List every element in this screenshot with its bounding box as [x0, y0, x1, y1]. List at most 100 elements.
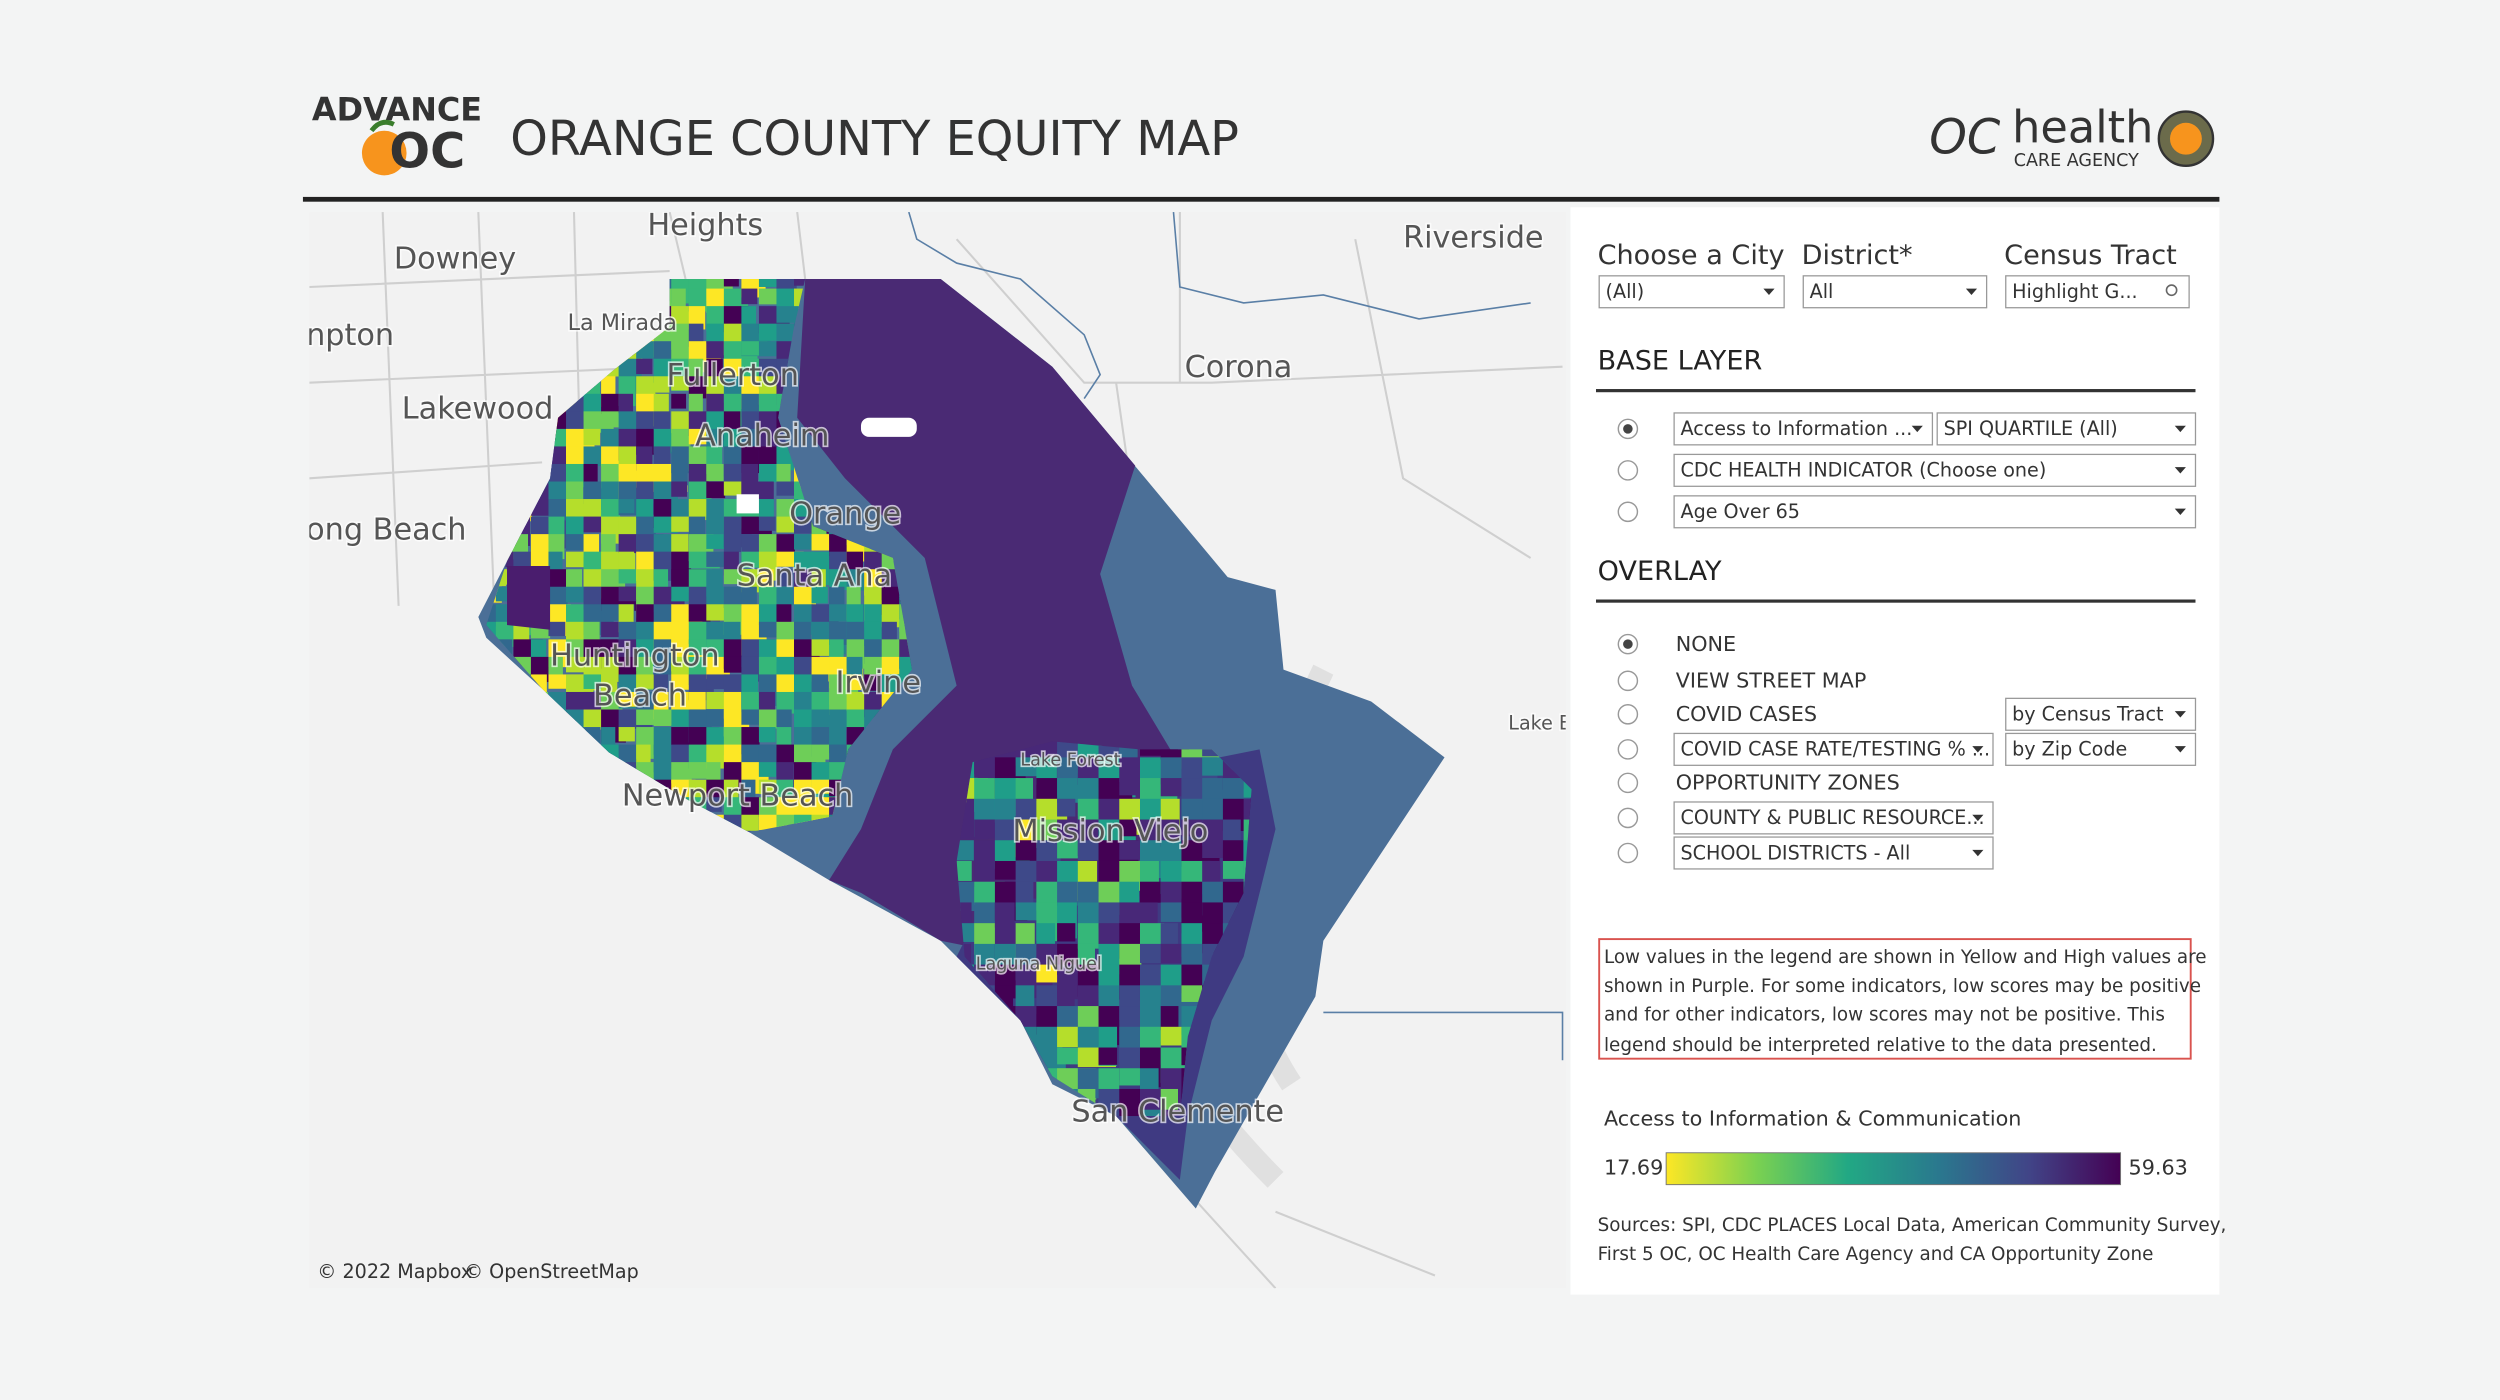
map-label: La Mirada	[568, 310, 677, 336]
radio-button[interactable]	[1617, 418, 1639, 440]
tract	[1077, 840, 1100, 861]
dropdown-box	[2005, 275, 2190, 309]
dropdown-arrow	[1972, 814, 1984, 822]
tract	[671, 428, 691, 452]
tract	[741, 814, 759, 831]
dropdown[interactable]: SPI QUARTILE (All)	[1936, 412, 2197, 446]
tract	[1160, 757, 1183, 785]
tract	[688, 306, 706, 330]
attribution[interactable]: © 2022 Mapbox	[317, 1260, 472, 1283]
section-rule	[1595, 599, 2196, 603]
dropdown-text: COUNTY & PUBLIC RESOURCE...	[1680, 806, 1984, 829]
agency-sub: CARE AGENCY	[2014, 151, 2139, 171]
dropdown-arrow	[1763, 288, 1775, 295]
dropdown[interactable]: Highlight G...	[2005, 275, 2190, 309]
map-label: ong Beach	[306, 512, 466, 547]
dropdown[interactable]: SCHOOL DISTRICTS - All	[1673, 836, 1994, 870]
tract	[1139, 985, 1163, 1008]
tract	[566, 534, 588, 551]
radio-button[interactable]	[1617, 739, 1639, 760]
radio-button[interactable]	[1617, 807, 1639, 829]
tract	[741, 481, 762, 498]
tract	[688, 691, 706, 710]
tract	[974, 860, 996, 887]
tract	[956, 860, 972, 881]
radio-button[interactable]	[1617, 501, 1639, 523]
tract	[741, 306, 757, 328]
map-label: Riverside	[1403, 221, 1544, 256]
dropdown-arrow	[2174, 711, 2186, 718]
tract	[1181, 985, 1203, 1002]
dropdown[interactable]: CDC HEALTH INDICATOR (Choose one)	[1673, 453, 2197, 487]
tract	[653, 376, 670, 393]
map-label: Downey	[394, 241, 516, 276]
tract	[548, 569, 568, 589]
dropdown-text: CDC HEALTH INDICATOR (Choose one)	[1680, 459, 2046, 482]
map-label: Lake Forest	[1020, 751, 1120, 771]
tract	[846, 656, 863, 679]
tract	[1057, 923, 1076, 942]
tract	[794, 279, 812, 286]
dropdown[interactable]: COUNTY & PUBLIC RESOURCE...	[1673, 801, 1994, 835]
orange-icon	[361, 130, 407, 176]
tract	[671, 727, 691, 746]
tract	[1139, 1109, 1165, 1117]
tract	[794, 762, 817, 784]
tract	[688, 762, 712, 779]
tract	[811, 779, 830, 794]
tract	[846, 709, 867, 730]
tract	[706, 411, 727, 434]
radio-button[interactable]	[1617, 670, 1639, 692]
brand-mark: OC	[389, 125, 465, 180]
dropdown[interactable]: by Zip Code	[2005, 732, 2197, 766]
dropdown-text: Highlight G...	[2012, 280, 2137, 303]
tract	[601, 727, 616, 750]
agency-name: health	[2012, 102, 2153, 154]
attribution[interactable]: © OpenStreetMap	[464, 1260, 639, 1283]
tract	[706, 516, 721, 534]
map-label: Fullerton	[666, 358, 798, 393]
tract	[776, 779, 794, 798]
tract	[1139, 1068, 1159, 1095]
dropdown[interactable]: Access to Information ...	[1673, 412, 1934, 446]
dropdown-text: by Zip Code	[2012, 738, 2127, 761]
tract	[618, 551, 635, 571]
dropdown-arrow	[2174, 425, 2186, 433]
dropdown[interactable]: (All)	[1598, 275, 1785, 309]
leaf-icon	[369, 119, 395, 133]
tract	[636, 358, 653, 375]
tract	[583, 481, 606, 505]
dropdown-box	[2005, 697, 2197, 731]
tract	[1119, 1068, 1145, 1086]
dropdown-box	[2005, 732, 2197, 766]
tract	[758, 499, 774, 520]
tract-mosaic	[956, 741, 1252, 1117]
radio-button[interactable]	[1617, 633, 1639, 655]
tract	[723, 481, 744, 496]
note-text: legend should be interpreted relative to…	[1604, 1035, 2157, 1056]
county-boundaries	[908, 212, 1564, 1061]
legend-max: 59.63	[2129, 1156, 2188, 1180]
radio-button[interactable]	[1617, 842, 1639, 864]
tract	[758, 762, 777, 777]
radio-button[interactable]	[1617, 772, 1639, 794]
dropdown[interactable]: by Census Tract	[2005, 697, 2197, 731]
tract	[618, 727, 635, 742]
filter-label: Choose a City	[1598, 240, 1785, 271]
radio-dot	[1623, 424, 1633, 434]
tract	[583, 446, 606, 467]
tract	[653, 411, 671, 430]
radio-button[interactable]	[1617, 704, 1639, 725]
dropdown-text: COVID CASE RATE/TESTING % ...	[1680, 738, 1990, 761]
dropdown[interactable]: All	[1802, 275, 1988, 309]
overlay-option: OPPORTUNITY ZONES	[1676, 771, 1900, 795]
radio-button[interactable]	[1617, 460, 1639, 481]
tract	[741, 709, 763, 725]
tract	[741, 779, 756, 801]
tract	[706, 481, 726, 499]
dropdown-box	[1673, 412, 1934, 446]
dropdown[interactable]: COVID CASE RATE/TESTING % ...	[1673, 732, 1994, 766]
tract	[1160, 1006, 1179, 1031]
dropdown[interactable]: Age Over 65	[1673, 495, 2197, 529]
